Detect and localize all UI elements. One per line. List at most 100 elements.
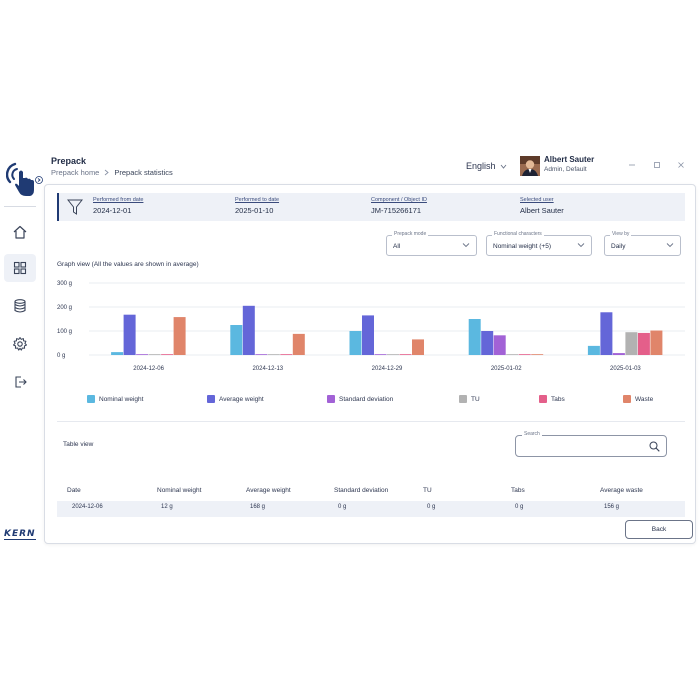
breadcrumb-home[interactable]: Prepack home xyxy=(51,168,100,177)
prepack-mode-select[interactable]: Prepack mode All xyxy=(386,231,477,256)
view-by-select[interactable]: View by Daily xyxy=(604,231,681,256)
filter-value: 2025-01-10 xyxy=(235,206,274,215)
language-label: English xyxy=(466,161,496,171)
bar-average-weight[interactable] xyxy=(123,314,136,355)
legend-item[interactable]: TU xyxy=(459,395,480,403)
bar-tabs[interactable] xyxy=(161,354,174,355)
filter-funnel-icon[interactable] xyxy=(67,198,83,216)
sidebar-item-settings[interactable] xyxy=(4,330,36,358)
chevron-right-icon xyxy=(105,169,110,176)
filter-from-date: Performed from date 2024-12-01 xyxy=(93,197,143,215)
logout-icon xyxy=(15,376,27,388)
bar-nominal-weight[interactable] xyxy=(111,352,124,355)
bar-average-weight[interactable] xyxy=(362,315,374,355)
maximize-icon[interactable] xyxy=(653,161,661,169)
y-tick-label: 300 g xyxy=(57,281,72,287)
legend-label: Average weight xyxy=(219,395,264,403)
bar-average-weight[interactable] xyxy=(600,312,613,355)
bar-waste[interactable] xyxy=(531,354,544,355)
bar-nominal-weight[interactable] xyxy=(230,325,243,355)
bar-tabs[interactable] xyxy=(280,354,293,355)
section-divider xyxy=(57,421,685,422)
statistics-card: Performed from date 2024-12-01 Performed… xyxy=(44,184,696,544)
breadcrumb-current: Prepack statistics xyxy=(114,168,173,177)
legend-item[interactable]: Waste xyxy=(623,395,653,403)
user-role: Admin, Default xyxy=(544,166,587,173)
bar-tu[interactable] xyxy=(267,354,280,355)
bar-waste[interactable] xyxy=(412,339,424,355)
legend-item[interactable]: Standard deviation xyxy=(327,395,393,403)
grid-icon xyxy=(13,261,27,275)
filter-value: Albert Sauter xyxy=(520,206,564,215)
sidebar-item-dashboard[interactable] xyxy=(4,254,36,282)
bar-chart: 300 g 200 g 100 g 0 g 2024-12-06 2024-12-13 20… xyxy=(57,281,685,372)
bar-tu[interactable] xyxy=(506,354,519,355)
table-header-cell: Average weight xyxy=(246,487,291,494)
sidebar-item-home[interactable] xyxy=(4,218,36,246)
table-header-cell: Nominal weight xyxy=(157,487,202,494)
search-input[interactable]: Search xyxy=(515,431,667,457)
filter-summary-bar: Performed from date 2024-12-01 Performed… xyxy=(57,193,685,221)
top-header: Prepack Prepack home Prepack statistics … xyxy=(44,152,700,184)
page-title: Prepack xyxy=(51,156,87,166)
filter-label: Selected user xyxy=(520,197,554,203)
x-tick-label: 2025-01-02 xyxy=(491,366,522,372)
table-cell: 0 g xyxy=(427,504,436,510)
bar-tabs[interactable] xyxy=(399,354,412,355)
bar-average-weight[interactable] xyxy=(242,305,255,355)
filter-label: Performed from date xyxy=(93,197,144,203)
bar-tabs[interactable] xyxy=(637,332,650,355)
select-value: Nominal weight (+5) xyxy=(493,243,551,250)
table-cell: 2024-12-06 xyxy=(72,504,103,510)
functional-characters-select[interactable]: Functional characters Nominal weight (+5… xyxy=(486,231,592,256)
app-window: KERN Prepack Prepack home Prepack statis… xyxy=(0,152,700,548)
legend-item[interactable]: Tabs xyxy=(539,395,565,403)
legend-label: Tabs xyxy=(551,395,565,403)
avatar[interactable] xyxy=(520,156,540,176)
home-icon xyxy=(13,225,27,239)
close-icon[interactable] xyxy=(677,161,685,169)
back-button[interactable]: Back xyxy=(625,520,693,539)
legend-item[interactable]: Average weight xyxy=(207,395,264,403)
x-tick-label: 2024-12-13 xyxy=(252,366,283,372)
bar-standard-deviation[interactable] xyxy=(493,335,506,355)
bar-nominal-weight[interactable] xyxy=(587,345,600,355)
minimize-icon[interactable] xyxy=(628,161,636,169)
table-cell: 156 g xyxy=(604,504,620,510)
legend-label: Standard deviation xyxy=(339,395,394,403)
bar-average-weight[interactable] xyxy=(481,331,494,355)
sidebar-item-database[interactable] xyxy=(4,292,36,320)
bar-waste[interactable] xyxy=(173,317,186,355)
search-icon[interactable] xyxy=(649,441,660,452)
bar-tabs[interactable] xyxy=(518,354,531,355)
touch-hand-logo xyxy=(6,162,34,196)
table-cell: 12 g xyxy=(161,504,173,510)
bar-standard-deviation[interactable] xyxy=(255,354,268,355)
legend-swatch xyxy=(207,395,215,403)
bar-waste[interactable] xyxy=(650,330,663,355)
bar-waste[interactable] xyxy=(292,333,305,355)
legend-swatch xyxy=(539,395,547,403)
table-row[interactable]: 2024-12-06 12 g 168 g 0 g 0 g 0 g 156 g xyxy=(57,501,685,517)
bar-tu[interactable] xyxy=(387,354,399,355)
filter-value: JM-715266171 xyxy=(371,206,422,215)
collapse-toggle-icon[interactable] xyxy=(35,176,43,184)
breadcrumb: Prepack home Prepack statistics xyxy=(51,168,173,177)
sidebar-item-logout[interactable] xyxy=(4,368,36,396)
legend-item[interactable]: Nominal weight xyxy=(87,395,143,403)
bar-nominal-weight[interactable] xyxy=(349,331,362,355)
language-selector[interactable]: English xyxy=(466,161,507,171)
y-tick-label: 100 g xyxy=(57,329,72,335)
user-name: Albert Sauter xyxy=(544,155,595,164)
bar-tu[interactable] xyxy=(148,354,161,355)
bar-standard-deviation[interactable] xyxy=(612,353,625,355)
bar-nominal-weight[interactable] xyxy=(468,319,481,355)
bar-tu[interactable] xyxy=(625,332,638,355)
select-label: Prepack mode xyxy=(392,231,429,237)
bar-standard-deviation[interactable] xyxy=(374,354,387,355)
sidebar-divider xyxy=(4,206,36,207)
chevron-down-icon xyxy=(666,243,674,248)
bar-standard-deviation[interactable] xyxy=(136,354,149,355)
chart-legend: Nominal weight Average weight Standard dev… xyxy=(87,395,667,407)
filter-label: Performed to date xyxy=(235,197,280,203)
